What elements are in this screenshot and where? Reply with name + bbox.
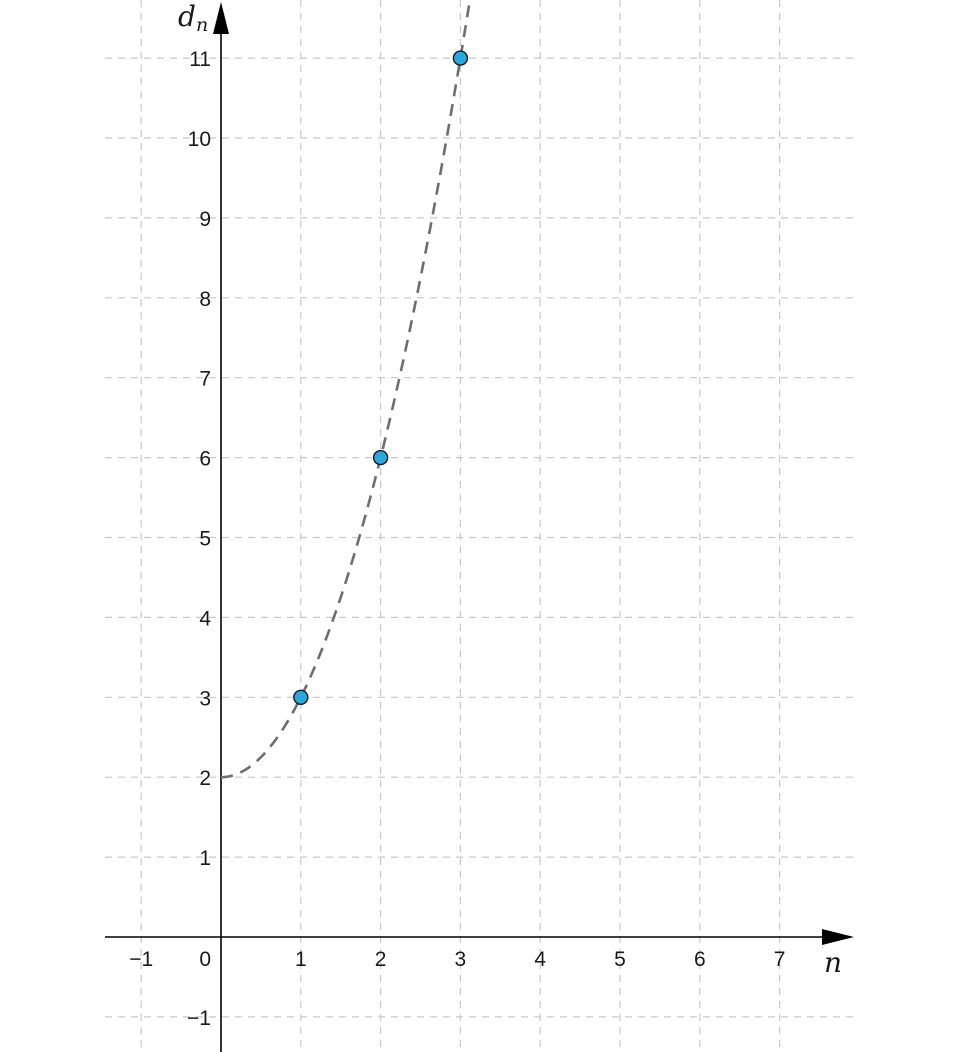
y-axis-label: dn <box>178 0 208 36</box>
grid <box>105 0 853 1052</box>
x-tick-label: 1 <box>295 948 307 971</box>
y-tick-label: 10 <box>188 128 211 151</box>
x-tick-label: 3 <box>455 948 467 971</box>
x-tick-label: 5 <box>614 948 626 971</box>
y-tick-labels: −1 1 2 3 4 5 6 7 8 9 10 11 <box>187 48 211 1030</box>
data-point <box>293 689 309 705</box>
y-tick-label: −1 <box>187 1007 211 1030</box>
x-tick-label: 2 <box>375 948 387 971</box>
data-point <box>372 449 389 466</box>
x-tick-label: 4 <box>534 948 546 971</box>
y-tick-label: 4 <box>199 607 211 630</box>
axes <box>105 2 854 1052</box>
y-tick-label: 1 <box>199 847 211 870</box>
x-tick-labels: −1 0 1 2 3 4 5 6 7 <box>129 948 785 971</box>
y-tick-label: 6 <box>199 448 211 471</box>
data-point <box>452 50 469 66</box>
y-tick-label: 2 <box>199 767 211 790</box>
y-tick-label: 7 <box>199 368 211 391</box>
x-tick-label: 6 <box>694 948 706 971</box>
y-tick-label: 8 <box>199 288 211 311</box>
x-tick-label: −1 <box>129 948 153 971</box>
x-tick-label: 0 <box>199 948 211 971</box>
data-points <box>293 50 469 705</box>
y-axis-label-subscript: n <box>196 14 208 36</box>
y-axis-arrow-icon <box>213 2 229 34</box>
y-tick-label: 9 <box>199 208 211 231</box>
y-axis-label-base: d <box>178 0 196 33</box>
x-tick-label: 7 <box>774 948 786 971</box>
y-tick-label: 3 <box>199 687 211 710</box>
x-axis-label: n <box>824 946 842 979</box>
dashed-curve <box>220 0 472 779</box>
y-tick-label: 5 <box>199 528 211 551</box>
x-axis-arrow-icon <box>822 929 854 945</box>
y-tick-label: 11 <box>189 48 211 71</box>
